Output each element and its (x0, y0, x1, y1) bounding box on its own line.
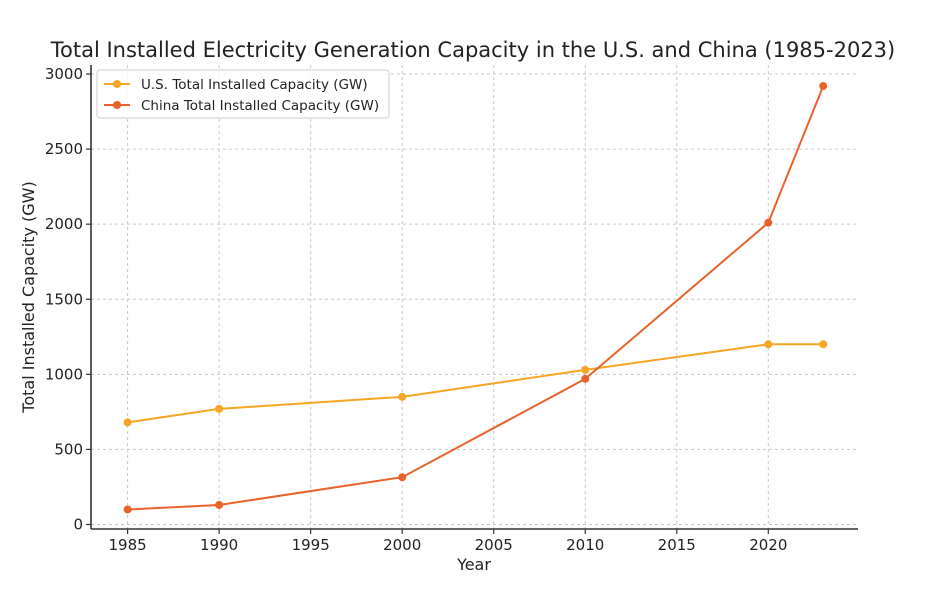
x-axis-ticks: 1985 1990 1995 2000 2005 2010 2015 2020 (109, 529, 787, 554)
data-point (215, 500, 224, 509)
data-point (581, 365, 590, 374)
x-tick-label: 1990 (200, 536, 238, 554)
y-tick-label: 2500 (45, 140, 83, 158)
x-tick-label: 2010 (566, 536, 604, 554)
legend-swatch-marker (113, 80, 121, 88)
grid (91, 65, 858, 529)
y-tick-label: 500 (54, 440, 83, 458)
data-point (123, 418, 132, 427)
y-tick-label: 2000 (45, 215, 83, 233)
series-line (127, 85, 825, 511)
y-axis-label: Total Installed Capacity (GW) (19, 181, 38, 413)
y-axis-ticks: 0 500 1000 1500 2000 2500 3000 (45, 65, 91, 533)
x-tick-label: 1995 (292, 536, 330, 554)
data-point (581, 374, 590, 383)
legend-label: U.S. Total Installed Capacity (GW) (141, 77, 368, 93)
legend-box (96, 69, 390, 119)
data-point (123, 505, 132, 514)
data-point (819, 340, 828, 349)
data-point (398, 392, 407, 401)
series-line (127, 343, 824, 424)
series-0 (123, 340, 828, 427)
legend-label: China Total Installed Capacity (GW) (141, 98, 379, 114)
x-axis-label: Year (456, 555, 491, 574)
x-tick-label: 2020 (749, 536, 787, 554)
x-tick-label: 2005 (475, 536, 513, 554)
legend-swatch-marker (113, 101, 121, 109)
data-point (215, 404, 224, 413)
data-point (398, 473, 407, 482)
legend: U.S. Total Installed Capacity (GW) China … (96, 69, 390, 119)
x-tick-label: 2000 (383, 536, 421, 554)
x-tick-label: 2015 (658, 536, 696, 554)
chart-title: Total Installed Electricity Generation C… (50, 38, 896, 62)
series-group (123, 82, 828, 514)
y-tick-label: 3000 (45, 65, 83, 83)
y-tick-label: 1000 (45, 365, 83, 383)
series-1 (123, 82, 828, 514)
data-point (764, 340, 773, 349)
y-tick-label: 1500 (45, 290, 83, 308)
y-tick-label: 0 (73, 515, 83, 533)
data-point (764, 218, 773, 227)
x-tick-label: 1985 (109, 536, 147, 554)
data-point (819, 82, 828, 91)
